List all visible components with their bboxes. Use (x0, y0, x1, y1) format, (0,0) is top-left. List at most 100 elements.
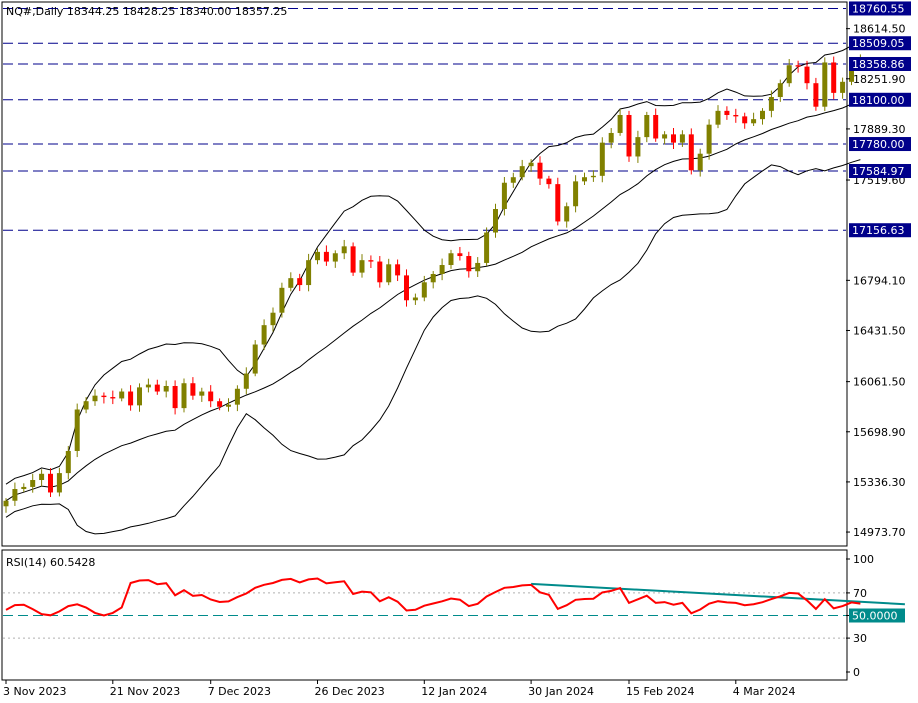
candle (110, 390, 116, 405)
candle (279, 282, 285, 318)
candle-body (404, 275, 409, 301)
candle-body (813, 83, 819, 107)
candle (261, 319, 267, 351)
candle (306, 253, 312, 292)
candle-body (590, 175, 596, 178)
candle-body (697, 153, 703, 171)
candle (208, 385, 214, 408)
candle-body (742, 116, 748, 124)
candle (323, 245, 329, 266)
candle-body (359, 260, 365, 273)
candle (101, 392, 107, 404)
candle (154, 379, 160, 395)
candle (74, 403, 80, 458)
candle-body (21, 486, 27, 490)
candle (795, 60, 801, 73)
candle (3, 498, 9, 513)
rsi-line (5, 577, 861, 617)
rsi-label: RSI(14) 60.5428 (6, 556, 95, 569)
candle (350, 242, 356, 276)
level-label: 18358.86 (852, 58, 905, 71)
candle-body (30, 480, 36, 487)
candle-body (768, 97, 774, 111)
candle (831, 56, 837, 100)
candle (564, 202, 570, 228)
candle (528, 159, 534, 172)
price-pane (3, 7, 863, 535)
candle (226, 398, 231, 412)
candle-body (128, 391, 134, 406)
candle-body (270, 312, 276, 326)
candle-body (617, 114, 623, 133)
candle (288, 272, 294, 292)
date-label: 4 Mar 2024 (733, 685, 796, 698)
candle (137, 383, 142, 412)
candle-body (119, 391, 125, 399)
candle (368, 255, 374, 269)
candle-body (644, 114, 650, 138)
candle-body (715, 110, 721, 125)
candle-body (849, 63, 854, 82)
date-label: 3 Nov 2023 (3, 685, 66, 698)
candle (537, 156, 543, 185)
candle-body (297, 278, 303, 286)
candle (448, 249, 454, 269)
candle-body (288, 278, 294, 288)
candle-body (573, 181, 579, 207)
candle (510, 172, 516, 188)
level-label: 17156.63 (852, 224, 905, 237)
candle-body (83, 401, 89, 410)
candle (804, 60, 810, 90)
candle (430, 271, 436, 289)
candle-body (208, 391, 214, 402)
candle (377, 256, 383, 288)
candle-body (56, 473, 62, 493)
candle (822, 57, 828, 112)
candle-body (528, 162, 534, 167)
candle-body (777, 83, 783, 98)
candle (662, 131, 668, 145)
candle-body (252, 344, 258, 374)
level-label: 17780.00 (852, 138, 905, 151)
candle-body (315, 251, 320, 261)
candle (252, 340, 258, 377)
candle (555, 177, 561, 226)
candle-body (199, 391, 205, 396)
price-tick-label: 14973.70 (853, 526, 906, 539)
date-label: 7 Dec 2023 (208, 685, 271, 698)
candle (65, 445, 71, 480)
candle-body (226, 404, 231, 407)
candle (199, 387, 205, 402)
candle (742, 112, 748, 129)
candle-body (564, 206, 570, 222)
price-axis: 18614.5018251.9017889.3017519.6016794.10… (846, 1, 911, 679)
candle (30, 473, 36, 493)
candle (599, 137, 605, 183)
candle-body (448, 253, 454, 266)
candle (83, 397, 89, 414)
level-label: 18760.55 (852, 2, 905, 15)
candle-body (724, 110, 730, 115)
candle-body (412, 297, 418, 301)
candle-body (822, 62, 828, 107)
level-label-box (849, 163, 911, 178)
candle (332, 250, 338, 268)
candle (119, 388, 125, 402)
candle (475, 257, 481, 277)
level-label: 17584.97 (852, 165, 905, 178)
candle-body (662, 134, 668, 139)
candle (546, 175, 552, 189)
bollinger-upper (5, 41, 861, 485)
candle-body (261, 325, 267, 345)
candle-body (501, 182, 507, 210)
candle (671, 128, 676, 149)
candle (582, 172, 587, 186)
level-label-box (849, 36, 911, 51)
candle (751, 112, 757, 126)
candle (733, 108, 739, 123)
candle (644, 111, 650, 143)
candle-body (306, 260, 312, 286)
candle (466, 251, 472, 278)
